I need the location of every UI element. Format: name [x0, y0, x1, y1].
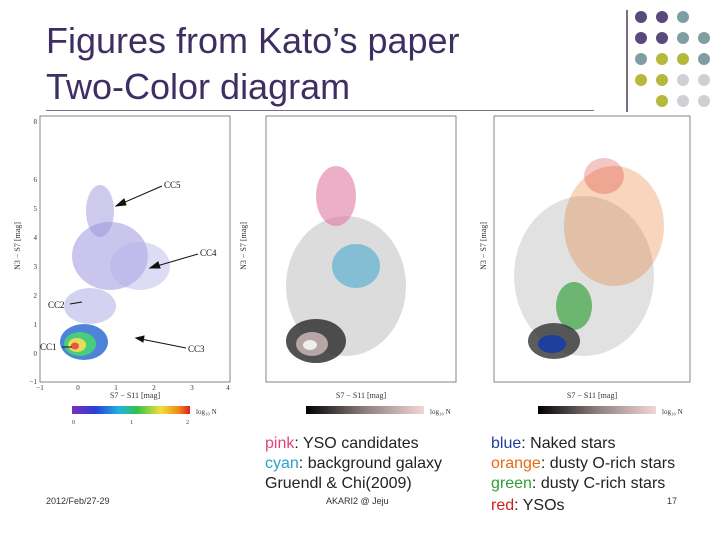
colorbar-label: log₁₀ N [430, 408, 451, 416]
panel-3-frame [493, 115, 691, 383]
panel-2-x-label: S7 − S11 [mag] [336, 391, 387, 400]
legend-right: blue: Naked stars orange: dusty O-rich s… [491, 434, 675, 516]
x-tick: 2 [152, 384, 156, 392]
colorbar-tick: 2 [186, 420, 189, 426]
legend-green-text: : dusty C-rich stars [531, 475, 666, 492]
panel-2-scatter [286, 166, 406, 363]
dot-row-1 [635, 11, 689, 23]
y-tick: 5 [34, 205, 38, 213]
y-tick: 4 [34, 234, 38, 242]
panel-1-y-label: N3 − S7 [mag] [13, 222, 22, 270]
y-tick: 3 [34, 263, 38, 271]
footer-date: 2012/Feb/27-29 [46, 496, 110, 506]
legend-cyan-word: cyan [265, 455, 299, 472]
x-tick: −1 [36, 384, 44, 392]
legend-green: green: dusty C-rich stars [491, 474, 675, 494]
title-line-1: Figures from Kato’s paper [46, 20, 460, 61]
divider-horizontal [46, 110, 594, 111]
colorbar-rainbow [72, 406, 190, 414]
legend-pink-text: : YSO candidates [294, 435, 419, 452]
colorbar-tick: 0 [72, 420, 75, 426]
legend-pink-word: pink [265, 435, 295, 452]
label-cc2: CC2 [48, 300, 65, 310]
label-cc4: CC4 [200, 248, 217, 258]
panel-2-colorbar: log₁₀ N [306, 406, 451, 416]
y-tick: −1 [30, 378, 38, 386]
legend-orange: orange: dusty O-rich stars [491, 454, 675, 474]
decorative-dot-grid [635, 11, 710, 107]
panel-1-x-label: S7 − S11 [mag] [110, 391, 161, 400]
panel-1-cc-labels: CC5 CC4 CC2 CC1 CC3 [40, 180, 217, 354]
legend-pink: pink: YSO candidates [265, 434, 442, 454]
colorbar-gray [306, 406, 424, 414]
dot-row-2 [635, 32, 710, 44]
y-tick: 6 [34, 176, 38, 184]
colorbar-label: log₁₀ N [196, 408, 217, 416]
panel-1-frame [39, 115, 231, 383]
legend-cyan: cyan: background galaxy [265, 454, 442, 474]
panel-3-y-label: N3 − S7 [mag] [479, 222, 488, 270]
label-cc3: CC3 [188, 344, 205, 354]
legend-cyan-text: : background galaxy [298, 455, 442, 472]
x-tick: 0 [76, 384, 80, 392]
legend-red: red: YSOs [491, 496, 675, 516]
dot-row-3 [635, 53, 710, 65]
y-tick: 1 [34, 321, 38, 329]
figure-panels: N3 − S7 [mag] S7 − S11 [mag] −1 0 1 2 3 … [13, 115, 691, 426]
x-tick: 1 [114, 384, 118, 392]
panel-2-frame [265, 115, 457, 383]
legend-orange-text: : dusty O-rich stars [540, 455, 676, 472]
legend-blue-word: blue [491, 435, 522, 452]
colorbar-label: log₁₀ N [662, 408, 683, 416]
slide-title: Figures from Kato’s paper Two-Color diag… [46, 18, 586, 110]
panel-1-x-ticks: −1 0 1 2 3 4 [36, 384, 230, 392]
footer-event: AKARI2 @ Jeju [326, 496, 389, 506]
divider-vertical [626, 10, 628, 112]
x-tick: 3 [190, 384, 194, 392]
title-line-2: Two-Color diagram [46, 66, 351, 107]
legend-green-word: green [491, 475, 532, 492]
dot-row-4 [635, 74, 710, 86]
panel-1: N3 − S7 [mag] S7 − S11 [mag] −1 0 1 2 3 … [13, 115, 231, 426]
legend-red-word: red [491, 497, 515, 514]
dot-row-5 [656, 95, 710, 107]
panel-1-scatter [60, 185, 170, 360]
label-cc5: CC5 [164, 180, 181, 190]
x-tick: 4 [226, 384, 230, 392]
panel-1-colorbar: log₁₀ N 0 1 2 [72, 406, 217, 426]
panel-3-colorbar: log₁₀ N [538, 406, 683, 416]
legend-blue-text: : Naked stars [521, 435, 616, 452]
y-tick: 0 [34, 350, 38, 358]
colorbar-gray [538, 406, 656, 414]
legend-red-text: : YSOs [514, 497, 565, 514]
panel-3-scatter [514, 158, 664, 359]
y-tick: 8 [34, 118, 38, 126]
y-tick: 2 [34, 292, 38, 300]
panel-3: N3 − S7 [mag] S7 − S11 [mag] log₁₀ N [479, 115, 691, 416]
legend-reference: Gruendl & Chi(2009) [265, 475, 412, 492]
label-cc1: CC1 [40, 342, 57, 352]
panel-2: N3 − S7 [mag] S7 − S11 [mag] log₁₀ N [239, 115, 457, 416]
legend-blue: blue: Naked stars [491, 434, 675, 454]
legend-orange-word: orange [491, 455, 541, 472]
panel-1-arrows [62, 185, 199, 349]
panel-1-y-ticks: −1 0 1 2 3 4 5 6 8 [30, 118, 38, 386]
page-number: 17 [667, 496, 678, 506]
panel-3-x-label: S7 − S11 [mag] [567, 391, 618, 400]
colorbar-tick: 1 [130, 420, 133, 426]
panel-2-y-label: N3 − S7 [mag] [239, 222, 248, 270]
legend-left: pink: YSO candidates cyan: background ga… [265, 434, 442, 494]
